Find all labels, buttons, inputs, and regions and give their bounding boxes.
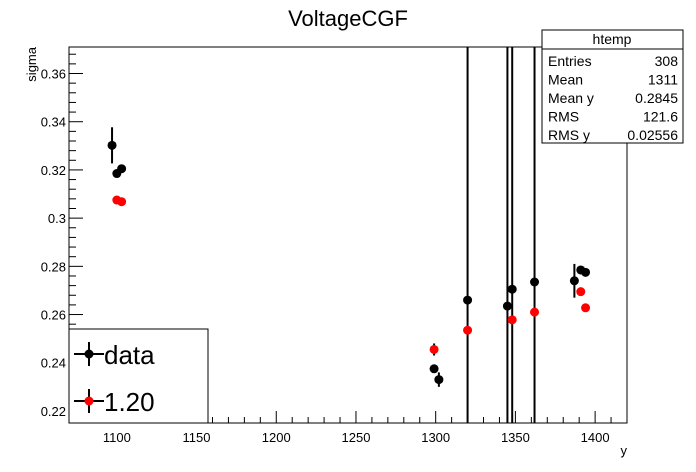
- data-point: [581, 267, 591, 277]
- stats-row-value: 121.6: [643, 109, 678, 125]
- stats-row-label: Mean y: [548, 90, 594, 106]
- legend-marker-120: [84, 396, 94, 406]
- data-point: [581, 303, 591, 313]
- x-tick-label: 1100: [103, 430, 131, 445]
- data-point: [569, 276, 579, 286]
- stats-box-rows: Entries 308 Mean 1311 Mean y 0.2845 RMS 121.6 RM…: [548, 53, 678, 143]
- data-point: [576, 287, 586, 297]
- data-point: [117, 197, 127, 207]
- x-tick-label: 1250: [342, 430, 371, 445]
- y-tick-label: 0.24: [41, 356, 66, 371]
- data-point: [429, 344, 439, 354]
- data-point: [117, 164, 127, 174]
- series-1-20: [112, 195, 591, 356]
- data-point: [530, 277, 540, 287]
- x-tick-label: 1300: [421, 430, 450, 445]
- x-axis-label: y: [621, 443, 628, 458]
- legend-frame: [68, 328, 209, 424]
- data-point: [530, 307, 540, 317]
- x-axis-ticks: 1100 1150 1200 1250 1300 1350 1400: [103, 411, 610, 445]
- stats-box: htemp Entries 308 Mean 1311 Mean y 0.2845 RMS 1…: [541, 29, 684, 144]
- y-axis-ticks: 0.22 0.24 0.26 0.28 0.3 0.32 0.34 0.36: [41, 67, 83, 419]
- stats-row-label: Entries: [548, 53, 592, 69]
- y-tick-label: 0.34: [41, 115, 66, 130]
- y-tick-label: 0.22: [41, 404, 66, 419]
- data-point: [507, 284, 517, 294]
- x-tick-label: 1350: [501, 430, 530, 445]
- series-layer: [107, 47, 591, 423]
- y-tick-label: 0.3: [48, 211, 66, 226]
- stats-box-title: htemp: [593, 31, 632, 47]
- stats-row-label: Mean: [548, 72, 583, 88]
- legend-marker-data: [84, 349, 94, 359]
- stats-row-value: 1311: [648, 72, 678, 88]
- stats-row-label: RMS y: [548, 127, 590, 143]
- data-point: [507, 315, 517, 325]
- legend-label-data: data: [104, 340, 155, 370]
- series-data: [107, 47, 591, 423]
- data-point: [107, 140, 117, 150]
- y-tick-label: 0.36: [41, 67, 66, 82]
- data-point: [429, 364, 439, 374]
- chart-title: VoltageCGF: [288, 6, 408, 31]
- stats-row-value: 0.2845: [635, 90, 678, 106]
- y-tick-label: 0.28: [41, 259, 66, 274]
- stats-row-value: 308: [655, 53, 679, 69]
- data-point: [502, 301, 512, 311]
- stats-row-label: RMS: [548, 109, 579, 125]
- x-tick-label: 1200: [262, 430, 291, 445]
- data-point: [434, 375, 444, 385]
- x-tick-label: 1400: [581, 430, 610, 445]
- y-tick-label: 0.26: [41, 308, 66, 323]
- x-tick-label: 1150: [183, 430, 211, 445]
- stats-row-value: 0.02556: [627, 127, 678, 143]
- plot-frame: [68, 46, 628, 424]
- data-point: [463, 325, 473, 335]
- y-axis-label: sigma: [24, 46, 39, 81]
- data-point: [463, 295, 473, 305]
- legend: data 1.20: [68, 328, 209, 424]
- legend-label-120: 1.20: [104, 387, 155, 417]
- y-tick-label: 0.32: [41, 163, 66, 178]
